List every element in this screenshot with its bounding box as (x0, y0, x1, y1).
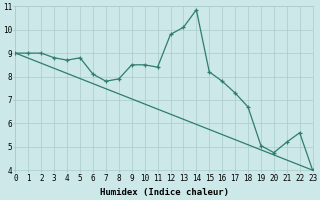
X-axis label: Humidex (Indice chaleur): Humidex (Indice chaleur) (100, 188, 228, 197)
